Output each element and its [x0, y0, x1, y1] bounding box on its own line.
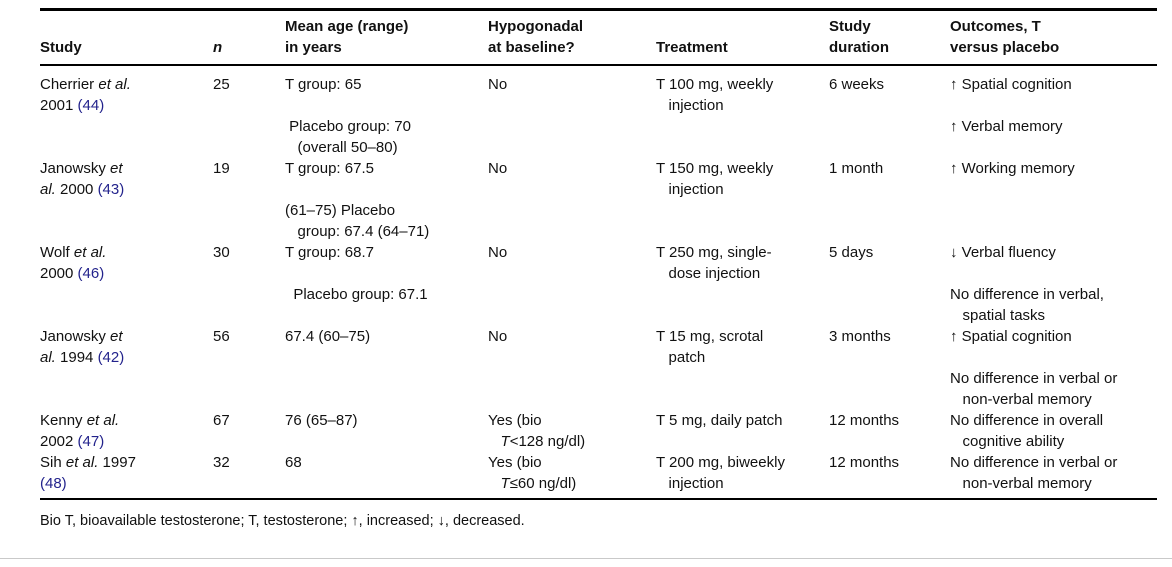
- table-row: Kenny et al. 2002 (47) 67 76 (65–87) Yes…: [40, 410, 1157, 452]
- header-study-duration: Study duration: [829, 18, 889, 56]
- study-author: Janowsky: [40, 328, 111, 345]
- hypo-threshold: <128 ng/dl): [509, 433, 586, 450]
- cell-outcomes: No difference in overall cognitive abili…: [950, 412, 1104, 450]
- table-row: Cherrier et al. 2001 (44) 25 T group: 65…: [40, 74, 1157, 158]
- cell-outcomes: ↑ Spatial cognition ↑ Verbal memory: [950, 76, 1072, 135]
- cell-duration: 5 days: [829, 244, 874, 261]
- cell-mean-age: T group: 65 Placebo group: 70 (overall 5…: [285, 76, 411, 156]
- cell-n: 67: [213, 412, 230, 429]
- table-row: Wolf et al. 2000 (46) 30 T group: 68.7 P…: [40, 242, 1157, 326]
- header-mean-age: Mean age (range) in years: [285, 18, 409, 56]
- cell-outcomes: ↑ Spatial cognition No difference in ver…: [950, 328, 1118, 408]
- study-year: 1994: [55, 349, 98, 366]
- et-al: et al.: [86, 412, 120, 429]
- cell-mean-age: T group: 67.5 (61–75) Placebo group: 67.…: [285, 160, 430, 240]
- cell-mean-age: 67.4 (60–75): [285, 328, 371, 345]
- citation-link[interactable]: (48): [40, 475, 67, 492]
- cell-treatment: T 5 mg, daily patch: [656, 412, 783, 429]
- table-row: Janowsky et al. 1994 (42) 56 67.4 (60–75…: [40, 326, 1157, 410]
- et-al: et al.: [40, 328, 123, 366]
- citation-link[interactable]: (43): [97, 181, 125, 198]
- et-al: et al.: [65, 454, 99, 471]
- hypo-text: No: [488, 244, 508, 261]
- citation-link[interactable]: (46): [77, 265, 105, 282]
- cell-hypogonadal: Yes (bio T≤60 ng/dl): [488, 452, 656, 494]
- cell-study: Janowsky et al. 2000 (43): [40, 158, 213, 242]
- study-year: 2000: [40, 265, 74, 282]
- study-year: 2000: [55, 181, 98, 198]
- cell-duration: 12 months: [829, 454, 900, 471]
- cell-duration: 12 months: [829, 412, 900, 429]
- cell-study: Cherrier et al. 2001 (44): [40, 74, 213, 158]
- table-row: Janowsky et al. 2000 (43) 19 T group: 67…: [40, 158, 1157, 242]
- hypo-text: No: [488, 76, 508, 93]
- cell-study: Kenny et al. 2002 (47): [40, 410, 213, 452]
- hypo-text: No: [488, 160, 508, 177]
- cell-treatment: T 250 mg, single- dose injection: [656, 244, 772, 282]
- study-author: Sih: [40, 454, 66, 471]
- cell-n: 32: [213, 454, 230, 471]
- et-al: et al.: [73, 244, 107, 261]
- cell-hypogonadal: No: [488, 242, 656, 326]
- cell-outcomes: ↑ Working memory: [950, 160, 1075, 177]
- header-study: Study: [40, 39, 82, 56]
- hypo-text: Yes (bio: [488, 412, 542, 429]
- hypo-text: Yes (bio: [488, 454, 542, 471]
- cell-outcomes: No difference in verbal or non-verbal me…: [950, 454, 1118, 492]
- cell-n: 30: [213, 244, 230, 261]
- cell-treatment: T 100 mg, weekly injection: [656, 76, 774, 114]
- header-outcomes: Outcomes, T versus placebo: [950, 18, 1060, 56]
- study-author: Cherrier: [40, 76, 99, 93]
- header-bottom-rule: [40, 64, 1157, 66]
- cell-treatment: T 150 mg, weekly injection: [656, 160, 774, 198]
- hypo-threshold: ≤60 ng/dl): [509, 475, 577, 492]
- cell-mean-age: 68: [285, 454, 302, 471]
- study-table: Study n Mean age (range) in years Hypogo…: [40, 8, 1157, 500]
- citation-link[interactable]: (42): [97, 349, 125, 366]
- table-bottom-rule: [40, 498, 1157, 500]
- cell-hypogonadal: No: [488, 326, 656, 410]
- header-hypogonadal: Hypogonadal at baseline?: [488, 18, 584, 56]
- header-n: n: [213, 39, 223, 56]
- hypo-t-symbol: T: [500, 433, 510, 450]
- table-top-rule: [40, 8, 1157, 11]
- cell-treatment: T 200 mg, biweekly injection: [656, 454, 785, 492]
- hypo-t-symbol: T: [500, 475, 510, 492]
- study-author: Kenny: [40, 412, 87, 429]
- cell-n: 56: [213, 328, 230, 345]
- study-author: Wolf: [40, 244, 74, 261]
- cell-duration: 3 months: [829, 328, 891, 345]
- cell-outcomes: ↓ Verbal fluency No difference in verbal…: [950, 244, 1104, 324]
- study-year: 2002: [40, 433, 74, 450]
- table-footnote: Bio T, bioavailable testosterone; T, tes…: [40, 513, 525, 529]
- cell-study: Wolf et al. 2000 (46): [40, 242, 213, 326]
- cell-study: Sih et al. 1997 (48): [40, 452, 213, 494]
- cell-hypogonadal: Yes (bio T<128 ng/dl): [488, 410, 656, 452]
- et-al: et al.: [98, 76, 131, 93]
- cell-duration: 1 month: [829, 160, 884, 177]
- cell-n: 19: [213, 160, 230, 177]
- cell-treatment: T 15 mg, scrotal patch: [656, 328, 764, 366]
- study-author: Janowsky: [40, 160, 111, 177]
- hypo-text: No: [488, 328, 508, 345]
- citation-link[interactable]: (44): [77, 97, 105, 114]
- study-year: 1997: [102, 454, 136, 471]
- et-al: et al.: [40, 160, 123, 198]
- cell-mean-age: T group: 68.7 Placebo group: 67.1: [285, 244, 428, 303]
- cell-n: 25: [213, 76, 230, 93]
- cell-hypogonadal: No: [488, 158, 656, 242]
- table-header-row: Study n Mean age (range) in years Hypogo…: [40, 11, 1157, 64]
- page-bottom-divider: [0, 558, 1172, 559]
- citation-link[interactable]: (47): [77, 433, 105, 450]
- cell-hypogonadal: No: [488, 74, 656, 158]
- cell-duration: 6 weeks: [829, 76, 885, 93]
- cell-mean-age: 76 (65–87): [285, 412, 358, 429]
- study-year: 2001: [40, 97, 74, 114]
- table-row: Sih et al. 1997 (48) 32 68 Yes (bio T≤60…: [40, 452, 1157, 494]
- header-treatment: Treatment: [656, 39, 728, 56]
- table-body: Cherrier et al. 2001 (44) 25 T group: 65…: [40, 66, 1157, 498]
- cell-study: Janowsky et al. 1994 (42): [40, 326, 213, 410]
